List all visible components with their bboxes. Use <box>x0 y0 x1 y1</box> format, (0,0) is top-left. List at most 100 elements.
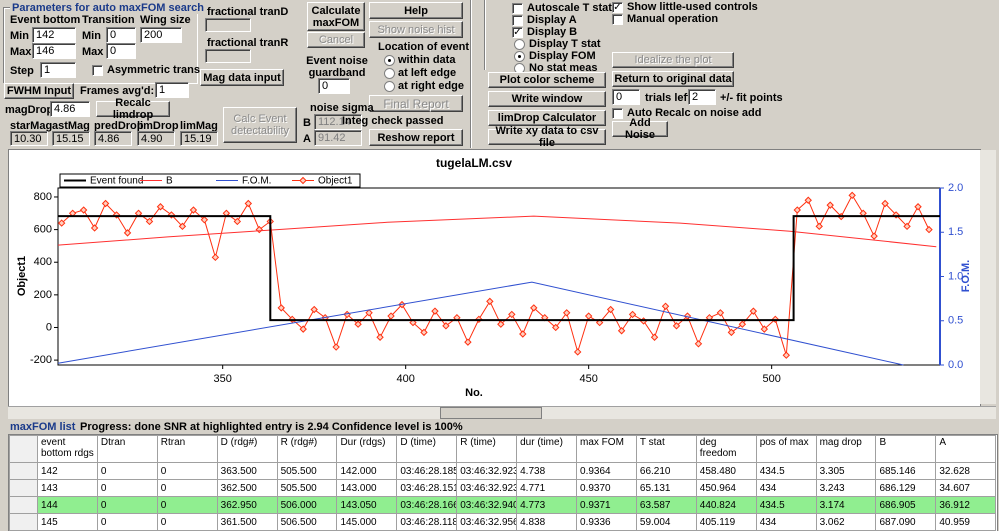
value-box[interactable]: 4.86 <box>94 131 132 146</box>
button[interactable]: Write xy data to csv file <box>488 125 606 149</box>
data-point <box>211 253 220 262</box>
x-axis-label: No. <box>465 387 483 399</box>
table-cell: 03:46:28.118 <box>396 513 458 531</box>
checkbox[interactable] <box>92 65 103 76</box>
checkbox[interactable] <box>512 15 523 26</box>
input[interactable]: 0 <box>106 27 136 43</box>
table-cell: 434.5 <box>755 496 817 514</box>
value-box[interactable]: 10.30 <box>10 131 48 146</box>
x-tick-label: 350 <box>214 373 232 385</box>
label: magDrop: <box>5 104 57 116</box>
table-cell: 363.500 <box>216 462 278 480</box>
button[interactable]: Show noise hist <box>369 21 463 38</box>
data-point <box>420 328 428 337</box>
radio[interactable] <box>514 51 525 62</box>
data-point <box>870 232 878 240</box>
button[interactable]: Reshow report <box>369 129 463 146</box>
input[interactable]: 1 <box>155 82 189 98</box>
value-box[interactable]: 4.90 <box>137 131 175 146</box>
table-cell: 03:46:28.151 <box>396 479 458 497</box>
checkbox[interactable]: ✓ <box>612 2 623 13</box>
radio[interactable] <box>384 55 395 66</box>
button[interactable]: limDrop Calculator <box>488 110 606 126</box>
column-header: R (time) <box>456 435 518 463</box>
table-row[interactable]: 142 0 0 363.500 505.500 142.000 03:46:28.185 03… <box>9 462 997 480</box>
input[interactable]: 2 <box>688 89 716 105</box>
table-cell: 0 <box>96 462 158 480</box>
checkbox[interactable] <box>512 3 523 14</box>
button[interactable]: Mag data input <box>200 69 284 86</box>
value-box[interactable]: 15.15 <box>52 131 90 146</box>
data-point <box>628 310 637 319</box>
checkbox[interactable]: ✓ <box>512 27 523 38</box>
table-cell: 03:46:32.956 <box>456 513 518 531</box>
data-point <box>189 206 198 214</box>
data-point <box>332 343 340 351</box>
input[interactable]: 0 <box>106 43 136 59</box>
label: trials left <box>645 92 691 104</box>
button[interactable]: Idealize the plot <box>612 52 734 68</box>
table-cell: 0.9336 <box>576 513 637 531</box>
y-tick-label: 800 <box>34 191 52 203</box>
button[interactable]: Add Noise <box>612 117 668 141</box>
data-point <box>749 307 758 315</box>
input[interactable]: 0 <box>318 78 350 94</box>
chart-title: tugelaLM.csv <box>436 156 512 170</box>
row-indicator <box>9 513 38 531</box>
value-box[interactable]: 15.19 <box>180 131 218 146</box>
button[interactable]: Return to original data <box>612 71 734 87</box>
table-row[interactable]: 144 0 0 362.950 506.000 143.050 03:46:28.166 03… <box>9 496 997 514</box>
column-header: D (time) <box>396 435 458 463</box>
button[interactable]: Cancel <box>307 32 365 48</box>
radio[interactable] <box>384 68 395 79</box>
button[interactable]: Write window <box>488 91 606 107</box>
label: Wing size <box>140 14 191 26</box>
y-tick-label: 0 <box>46 321 52 333</box>
checkbox[interactable] <box>612 14 623 25</box>
table-cell: 59.004 <box>635 513 697 531</box>
input[interactable]: 91.42 <box>314 130 362 146</box>
button[interactable]: Final Report <box>369 95 463 112</box>
input[interactable]: 200 <box>140 27 182 43</box>
radio[interactable] <box>384 81 395 92</box>
table-cell: 03:46:32.923 <box>456 479 518 497</box>
table-cell: 145.000 <box>336 513 398 531</box>
input[interactable]: 146 <box>32 43 76 59</box>
data-point <box>573 348 582 356</box>
table-cell: 4.838 <box>516 513 578 531</box>
label: noise sigma <box>310 102 374 114</box>
button[interactable]: Recalc limdrop <box>96 97 170 121</box>
input[interactable]: 0 <box>612 89 640 105</box>
radio[interactable] <box>514 39 525 50</box>
data-point <box>552 323 560 332</box>
data-point <box>431 307 439 315</box>
table-row[interactable]: 145 0 0 361.500 506.500 145.000 03:46:28.118 03… <box>9 513 997 531</box>
table-cell: 0 <box>96 479 158 497</box>
table-cell: 3.174 <box>815 496 877 514</box>
input[interactable]: 1 <box>40 62 76 78</box>
data-point <box>562 309 571 317</box>
button[interactable]: Calculate maxFOM <box>307 2 365 31</box>
button[interactable]: Calc Event detectability <box>223 107 297 143</box>
input[interactable]: 4.86 <box>50 101 90 117</box>
button[interactable]: FWHM Input <box>4 83 74 99</box>
label: Frames avg'd: <box>80 85 155 97</box>
scrollbar[interactable] <box>980 150 996 404</box>
checkbox[interactable] <box>612 108 623 119</box>
scroll-thumb[interactable] <box>440 407 542 419</box>
input[interactable]: 112.14 <box>314 114 362 130</box>
label: Show little-used controls <box>627 1 758 13</box>
table-cell: 03:46:32.940 <box>456 496 518 514</box>
input[interactable] <box>205 18 251 32</box>
button[interactable]: Help <box>369 2 463 19</box>
label: within data <box>398 54 456 66</box>
data-point <box>694 340 703 348</box>
input[interactable] <box>205 49 251 63</box>
input[interactable]: 142 <box>32 27 76 43</box>
header-row: event bottom rdgs Dtran Rtran D (rdg#) R (rd… <box>9 435 997 463</box>
table-row[interactable]: 143 0 0 362.500 505.500 143.000 03:46:28.151 03… <box>9 479 997 497</box>
button[interactable]: Plot color scheme <box>488 72 606 88</box>
table-cell: 03:46:28.185 <box>396 462 458 480</box>
data-point <box>914 203 922 211</box>
data-point <box>178 222 187 231</box>
